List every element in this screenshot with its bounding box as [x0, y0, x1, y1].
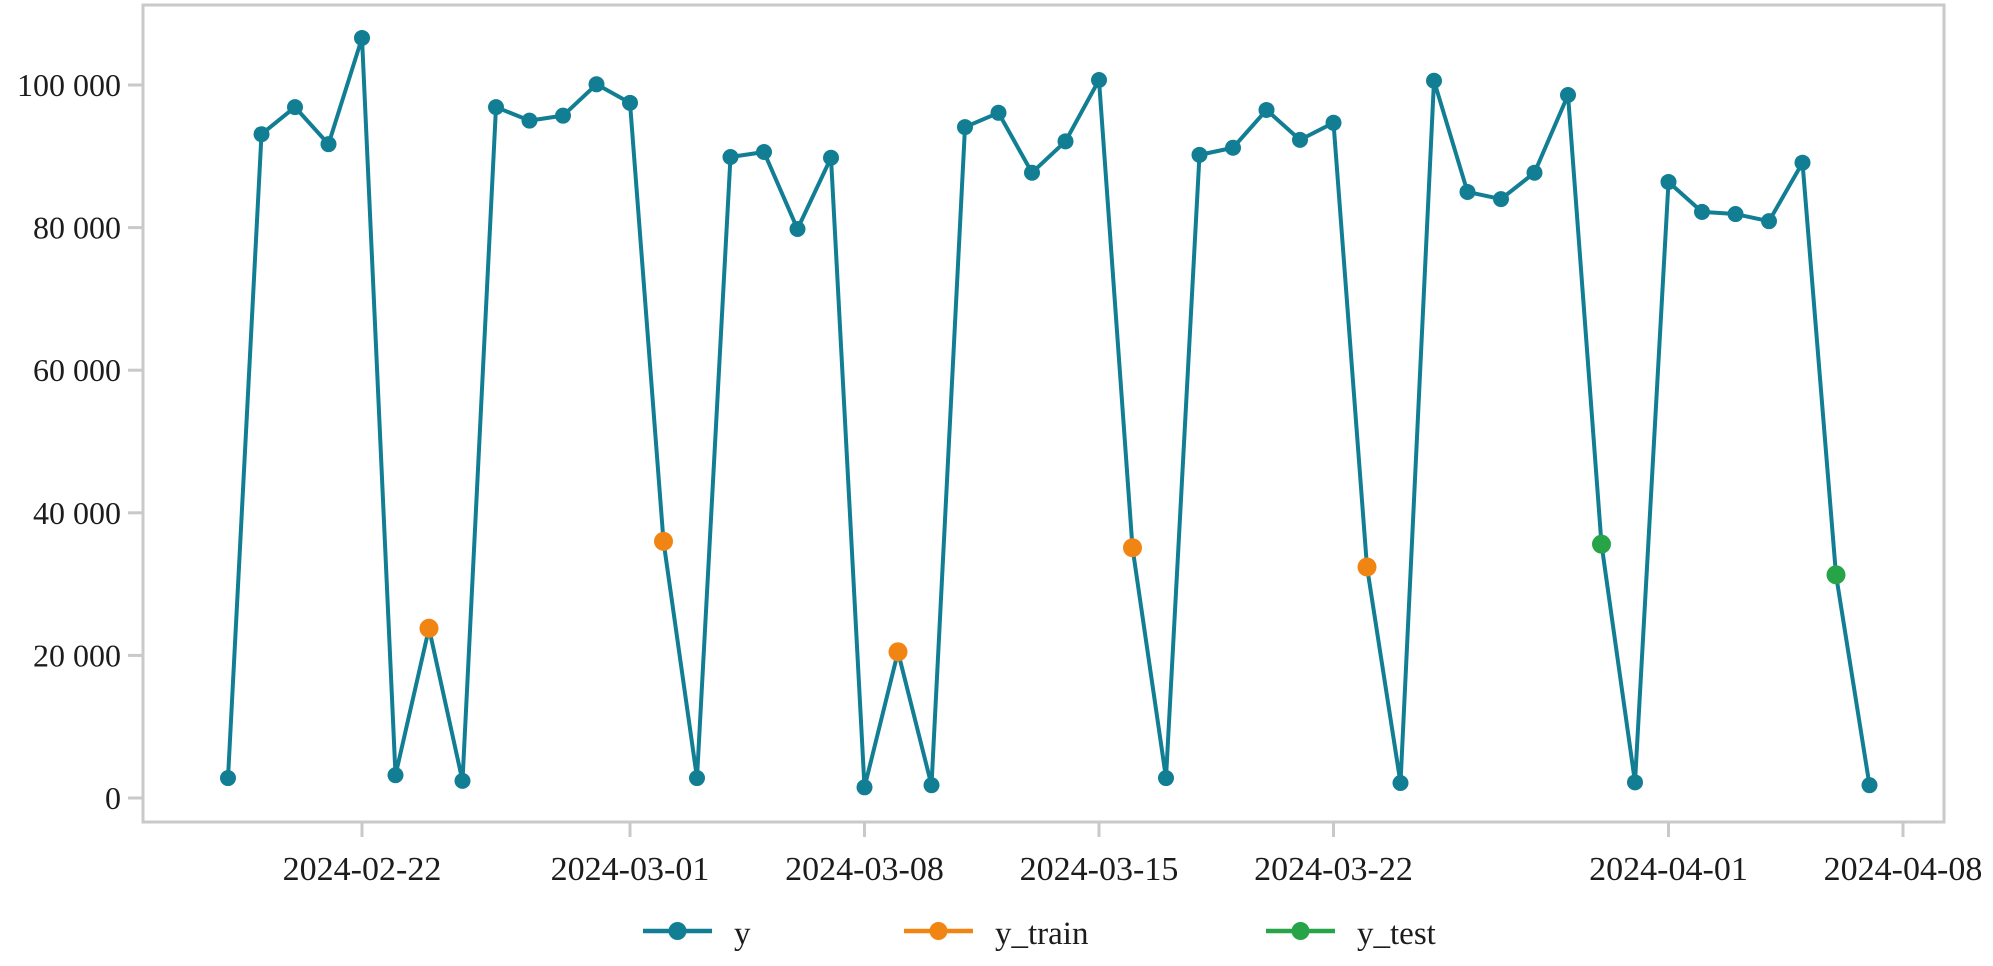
legend-item-y-train: y_train	[904, 916, 1088, 952]
series-y-point	[1158, 770, 1174, 787]
x-axis-tick-label: 2024-04-01	[1589, 851, 1748, 888]
y-axis-tick-label: 40 000	[33, 495, 121, 531]
series-y-point	[1191, 146, 1208, 163]
x-axis-tick-label: 2024-03-15	[1020, 851, 1179, 888]
series-y-point	[756, 144, 772, 161]
series-y-train-point	[1123, 538, 1142, 558]
series-y-point	[990, 104, 1007, 121]
series-y-line	[226, 35, 1872, 790]
series-y-point	[1225, 139, 1241, 156]
series-y-point	[521, 112, 538, 129]
series-y-point	[789, 221, 806, 238]
series-y-point	[1057, 133, 1074, 150]
series-y-point	[1258, 101, 1275, 118]
series-y-point	[1493, 191, 1509, 208]
series-y-point	[856, 779, 873, 796]
series-y-point	[1861, 777, 1878, 794]
legend-label-y: y	[734, 916, 751, 952]
legend-label-y-test: y_test	[1357, 916, 1436, 952]
series-y-point	[1292, 131, 1308, 148]
series-y-point	[722, 149, 739, 166]
x-axis-tick-label: 2024-02-22	[283, 851, 442, 888]
series-y-train-point	[654, 531, 673, 551]
series-y-point	[689, 770, 705, 787]
series-y-point	[957, 119, 973, 136]
series-y-point	[1392, 775, 1409, 792]
series-y-test-point	[1592, 534, 1611, 554]
series-y-point	[923, 777, 940, 794]
series-y-point	[454, 772, 471, 789]
series-y-point	[1459, 183, 1476, 200]
legend-item-y-test: y_test	[1266, 916, 1436, 952]
series-y-point	[622, 94, 638, 111]
plot-area: 0 20 000 40 000 60 000 80 000 100 000 2024-02-…	[17, 3, 1983, 888]
legend-label-y-train: y_train	[995, 916, 1088, 952]
series-y-point	[1694, 203, 1710, 220]
series-y-point	[488, 99, 504, 116]
series-y-point	[1560, 86, 1576, 103]
series-y-point	[555, 107, 571, 124]
series-y-point	[1794, 154, 1811, 171]
series-y-point	[1526, 164, 1543, 181]
series-y-point	[287, 99, 303, 116]
series-y-train-point	[888, 642, 908, 662]
series-y-test-point	[1826, 565, 1846, 585]
series-y-point	[1761, 213, 1777, 230]
x-axis-tick-label: 2024-03-01	[551, 851, 710, 888]
series-y-point	[588, 76, 605, 93]
series-y-point	[387, 767, 404, 784]
series-y-point	[1091, 72, 1107, 89]
series-y-point	[1627, 774, 1643, 791]
x-axis-tick-label: 2024-03-22	[1254, 851, 1413, 888]
x-axis-tick-label: 2024-04-08	[1824, 851, 1983, 888]
series-y-point	[823, 149, 839, 166]
series-y-point	[1727, 206, 1744, 223]
series-y-point	[1325, 114, 1342, 131]
y-axis-tick-label: 60 000	[33, 352, 121, 388]
series-y-point	[220, 770, 236, 787]
legend-dot-y-test-icon	[1291, 922, 1310, 940]
series-y-train-point	[1357, 557, 1377, 577]
y-axis-tick-label: 0	[105, 780, 121, 816]
legend-dot-y-train-icon	[929, 922, 948, 940]
legend-item-y: y	[643, 916, 751, 952]
y-axis-tick-label: 100 000	[17, 67, 121, 103]
plot-border	[141, 3, 1946, 824]
x-axis-tick-label: 2024-03-08	[785, 851, 944, 888]
series-y-point	[1024, 164, 1040, 181]
legend: y y_train y_test	[643, 916, 1436, 952]
legend-dot-y-icon	[668, 922, 687, 940]
series-y-point	[1660, 173, 1677, 190]
series-y-point	[354, 29, 370, 46]
series-y-train-point	[419, 618, 439, 638]
series-y-point	[1426, 72, 1442, 89]
y-axis-tick-label: 20 000	[33, 637, 121, 673]
series-y-point	[253, 126, 270, 143]
y-axis-tick-label: 80 000	[33, 210, 121, 246]
series-y-point	[320, 136, 337, 153]
